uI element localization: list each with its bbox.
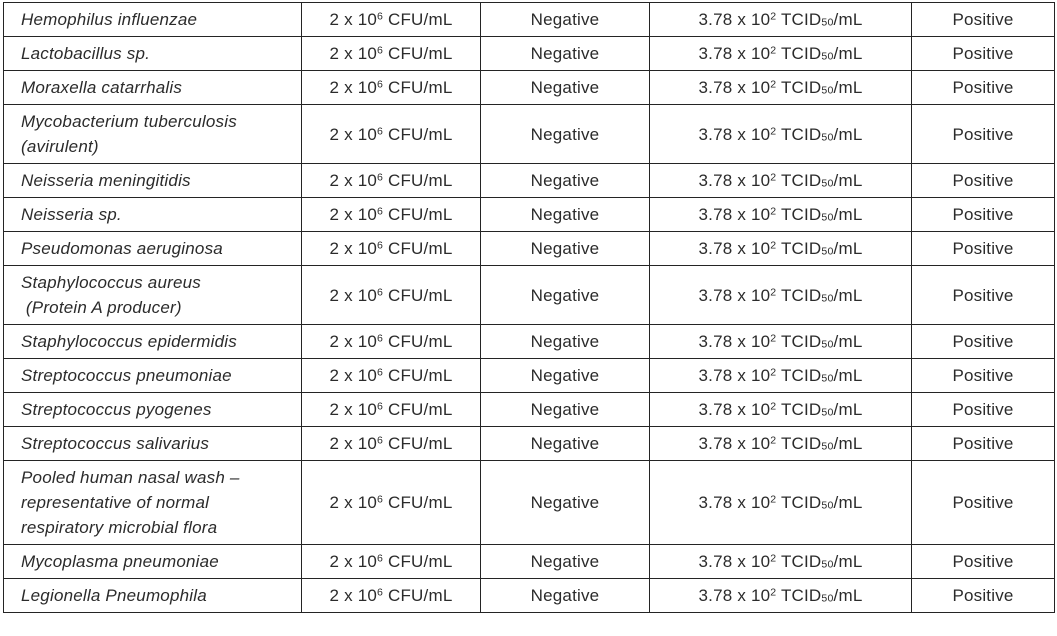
organism-cell: Pseudomonas aeruginosa [3, 231, 302, 266]
table-row: Moraxella catarrhalis 2 x 106 CFU/mL Neg… [3, 70, 1055, 105]
bacteria-concentration-cell: 2 x 106 CFU/mL [301, 231, 481, 266]
virus-concentration-cell: 3.78 x 102 TCID50/mL [649, 392, 912, 427]
organism-cell: Moraxella catarrhalis [3, 70, 302, 105]
virus-concentration-cell: 3.78 x 102 TCID50/mL [649, 544, 912, 579]
virus-concentration-cell: 3.78 x 102 TCID50/mL [649, 104, 912, 164]
bacteria-concentration-cell: 2 x 106 CFU/mL [301, 70, 481, 105]
bacteria-concentration-cell: 2 x 106 CFU/mL [301, 2, 481, 37]
virus-concentration-cell: 3.78 x 102 TCID50/mL [649, 265, 912, 325]
bacteria-concentration-cell: 2 x 106 CFU/mL [301, 544, 481, 579]
bacteria-concentration-cell: 2 x 106 CFU/mL [301, 36, 481, 71]
virus-concentration-cell: 3.78 x 102 TCID50/mL [649, 426, 912, 461]
virus-concentration-cell: 3.78 x 102 TCID50/mL [649, 324, 912, 359]
virus-concentration-cell: 3.78 x 102 TCID50/mL [649, 358, 912, 393]
virus-concentration-cell: 3.78 x 102 TCID50/mL [649, 36, 912, 71]
table-row: Staphylococcus epidermidis 2 x 106 CFU/m… [3, 324, 1055, 359]
organism-cell: Hemophilus influenzae [3, 2, 302, 37]
organism-cell: Streptococcus salivarius [3, 426, 302, 461]
organism-cell: Staphylococcus aureus (Protein A produce… [3, 265, 302, 325]
virus-result-cell: Positive [911, 70, 1055, 105]
virus-result-cell: Positive [911, 2, 1055, 37]
table-row: Lactobacillus sp. 2 x 106 CFU/mL Negativ… [3, 36, 1055, 71]
organism-cell: Staphylococcus epidermidis [3, 324, 302, 359]
organism-cell: Streptococcus pneumoniae [3, 358, 302, 393]
bacteria-result-cell: Negative [480, 231, 650, 266]
virus-concentration-cell: 3.78 x 102 TCID50/mL [649, 197, 912, 232]
bacteria-result-cell: Negative [480, 36, 650, 71]
organism-cell: Mycobacterium tuberculosis (avirulent) [3, 104, 302, 164]
virus-concentration-cell: 3.78 x 102 TCID50/mL [649, 70, 912, 105]
virus-result-cell: Positive [911, 231, 1055, 266]
bacteria-concentration-cell: 2 x 106 CFU/mL [301, 426, 481, 461]
table-body: Hemophilus influenzae 2 x 106 CFU/mL Neg… [3, 2, 1055, 613]
interference-table: Hemophilus influenzae 2 x 106 CFU/mL Neg… [3, 2, 1055, 613]
virus-result-cell: Positive [911, 578, 1055, 613]
table-row: Pseudomonas aeruginosa 2 x 106 CFU/mL Ne… [3, 231, 1055, 266]
bacteria-concentration-cell: 2 x 106 CFU/mL [301, 324, 481, 359]
table-row: Staphylococcus aureus (Protein A produce… [3, 265, 1055, 325]
organism-cell: Mycoplasma pneumoniae [3, 544, 302, 579]
bacteria-result-cell: Negative [480, 544, 650, 579]
organism-cell: Streptococcus pyogenes [3, 392, 302, 427]
bacteria-result-cell: Negative [480, 460, 650, 545]
bacteria-concentration-cell: 2 x 106 CFU/mL [301, 358, 481, 393]
table-row: Neisseria meningitidis 2 x 106 CFU/mL Ne… [3, 163, 1055, 198]
organism-cell: Legionella Pneumophila [3, 578, 302, 613]
bacteria-result-cell: Negative [480, 70, 650, 105]
virus-result-cell: Positive [911, 358, 1055, 393]
bacteria-concentration-cell: 2 x 106 CFU/mL [301, 460, 481, 545]
bacteria-concentration-cell: 2 x 106 CFU/mL [301, 104, 481, 164]
table-row: Streptococcus salivarius 2 x 106 CFU/mL … [3, 426, 1055, 461]
table-row: Pooled human nasal wash – representative… [3, 460, 1055, 545]
virus-result-cell: Positive [911, 544, 1055, 579]
virus-result-cell: Positive [911, 104, 1055, 164]
bacteria-result-cell: Negative [480, 2, 650, 37]
virus-result-cell: Positive [911, 460, 1055, 545]
bacteria-result-cell: Negative [480, 265, 650, 325]
virus-result-cell: Positive [911, 197, 1055, 232]
virus-concentration-cell: 3.78 x 102 TCID50/mL [649, 460, 912, 545]
bacteria-result-cell: Negative [480, 104, 650, 164]
table-row: Mycobacterium tuberculosis (avirulent) 2… [3, 104, 1055, 164]
bacteria-result-cell: Negative [480, 578, 650, 613]
organism-cell: Lactobacillus sp. [3, 36, 302, 71]
bacteria-concentration-cell: 2 x 106 CFU/mL [301, 578, 481, 613]
virus-result-cell: Positive [911, 36, 1055, 71]
virus-result-cell: Positive [911, 163, 1055, 198]
table-row: Streptococcus pneumoniae 2 x 106 CFU/mL … [3, 358, 1055, 393]
table-row: Hemophilus influenzae 2 x 106 CFU/mL Neg… [3, 2, 1055, 37]
table-row: Neisseria sp. 2 x 106 CFU/mL Negative 3.… [3, 197, 1055, 232]
virus-result-cell: Positive [911, 426, 1055, 461]
virus-concentration-cell: 3.78 x 102 TCID50/mL [649, 578, 912, 613]
bacteria-concentration-cell: 2 x 106 CFU/mL [301, 163, 481, 198]
table-row: Mycoplasma pneumoniae 2 x 106 CFU/mL Neg… [3, 544, 1055, 579]
table-row: Legionella Pneumophila 2 x 106 CFU/mL Ne… [3, 578, 1055, 613]
bacteria-result-cell: Negative [480, 358, 650, 393]
bacteria-result-cell: Negative [480, 392, 650, 427]
bacteria-result-cell: Negative [480, 324, 650, 359]
virus-concentration-cell: 3.78 x 102 TCID50/mL [649, 231, 912, 266]
virus-result-cell: Positive [911, 265, 1055, 325]
virus-concentration-cell: 3.78 x 102 TCID50/mL [649, 2, 912, 37]
virus-concentration-cell: 3.78 x 102 TCID50/mL [649, 163, 912, 198]
virus-result-cell: Positive [911, 324, 1055, 359]
bacteria-concentration-cell: 2 x 106 CFU/mL [301, 197, 481, 232]
organism-cell: Pooled human nasal wash – representative… [3, 460, 302, 545]
bacteria-result-cell: Negative [480, 163, 650, 198]
table-row: Streptococcus pyogenes 2 x 106 CFU/mL Ne… [3, 392, 1055, 427]
bacteria-result-cell: Negative [480, 426, 650, 461]
bacteria-concentration-cell: 2 x 106 CFU/mL [301, 265, 481, 325]
organism-cell: Neisseria sp. [3, 197, 302, 232]
virus-result-cell: Positive [911, 392, 1055, 427]
bacteria-concentration-cell: 2 x 106 CFU/mL [301, 392, 481, 427]
organism-cell: Neisseria meningitidis [3, 163, 302, 198]
bacteria-result-cell: Negative [480, 197, 650, 232]
